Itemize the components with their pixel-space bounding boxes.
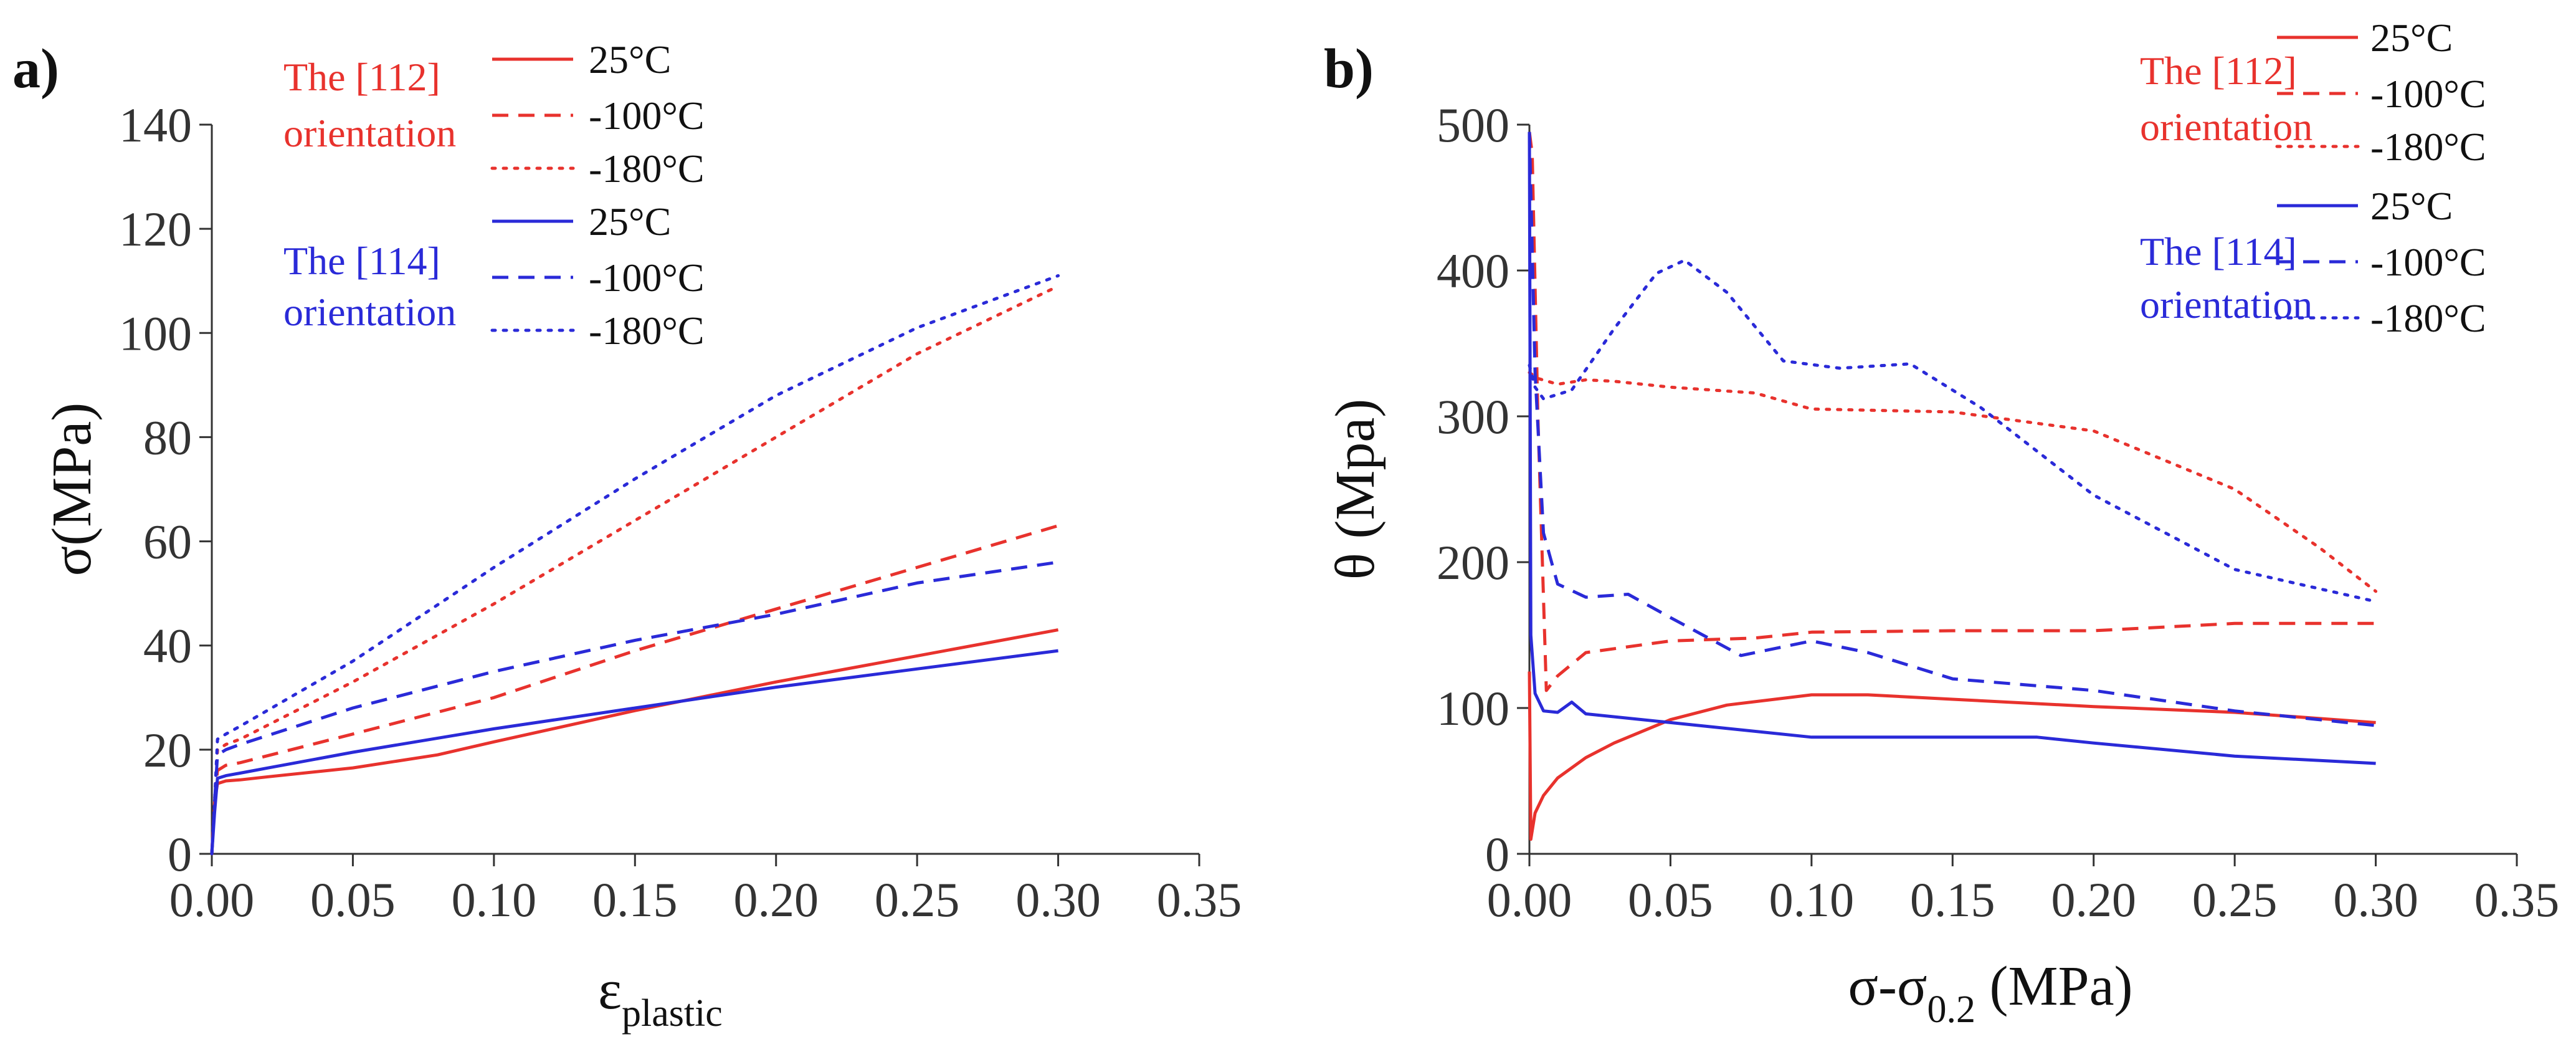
panel-b-legend: The [112] orientation The [114] orientat… [2140, 16, 2486, 340]
panel-a-legend: The [112] orientation The [114] orientat… [283, 37, 705, 353]
panel-a-legend-entry-label: -180°C [589, 309, 705, 353]
panel-a-x-tick-label: 0.30 [1015, 873, 1101, 927]
panel-a-y-tick-label: 100 [119, 306, 192, 360]
panel-b-y-tick-label: 400 [1437, 244, 1509, 298]
panel-b-x-axis-title: σ-σ0.2 (MPa) [1848, 955, 2133, 1031]
panel-a: a) 0.00 0.05 0.10 0.15 0.20 0.25 0.30 0.35 0 20 40… [12, 37, 1242, 1035]
panel-b-series [1528, 132, 2378, 841]
panel-a-x-tick-label: 0.00 [169, 873, 255, 927]
panel-b-legend-group-112-line2: orientation [2140, 105, 2312, 149]
panel-b-series-5 [1528, 132, 2376, 727]
panel-b-legend-entry-label: -100°C [2370, 72, 2486, 116]
panel-a-y-tick-label: 20 [143, 723, 192, 777]
panel-b-series-4 [1528, 132, 2376, 765]
panel-a-y-tick-label: 40 [143, 619, 192, 673]
panel-b-y-axis-title: θ (Mpa) [1324, 399, 1386, 580]
panel-a-x-tick-label: 0.05 [310, 873, 396, 927]
panel-b-legend-entry-label: -100°C [2370, 240, 2486, 284]
panel-b-legend-group-114-line2: orientation [2140, 282, 2312, 327]
panel-b-legend-group-112-line1: The [112] [2140, 49, 2297, 93]
panel-a-series [210, 274, 1060, 856]
panel-b-label: b) [1324, 38, 1374, 100]
panel-a-series-4 [210, 649, 1058, 854]
panel-a-x-tick-label: 0.10 [452, 873, 537, 927]
panel-a-legend-group-112-line2: orientation [283, 111, 456, 155]
panel-a-legend-group-114-line2: orientation [283, 290, 456, 334]
panel-b-legend-entry-label: 25°C [2370, 184, 2453, 228]
panel-a-x-axis-title: εplastic [598, 959, 723, 1035]
panel-b-x-axis-symbol: σ-σ [1848, 955, 1927, 1017]
panel-b-series-6 [1528, 259, 2378, 603]
panel-b-y-tick-label: 300 [1437, 390, 1509, 444]
panel-b-y-tick-label: 100 [1437, 681, 1509, 735]
panel-a-legend-entry-label: -100°C [589, 93, 705, 138]
panel-b-axes [1528, 125, 2517, 855]
panel-b-series-1 [1528, 671, 2376, 841]
panel-a-legend-entries: 25°C -100°C -180°C 25°C -100°C -180°C [490, 37, 705, 353]
panel-a-y-tick-label: 60 [143, 515, 192, 569]
panel-a-legend-entry-label: 25°C [589, 37, 671, 82]
panel-b: b) 0.00 0.05 0.10 0.15 0.20 0.25 0.30 0.35 0 100 2… [1324, 16, 2559, 1031]
panel-b-x-tick-label: 0.15 [1910, 873, 1995, 927]
panel-a-x-axis-subscript: plastic [622, 992, 723, 1035]
panel-a-legend-group-112-line1: The [112] [283, 55, 440, 99]
panel-b-y-tick-label: 200 [1437, 535, 1509, 590]
panel-a-x-axis-symbol: ε [598, 959, 622, 1021]
panel-a-label: a) [12, 38, 59, 100]
panel-a-x-tick-label: 0.15 [592, 873, 678, 927]
panel-a-x-tick-label: 0.35 [1157, 873, 1242, 927]
panel-a-legend-entry-label: -180°C [589, 146, 705, 191]
panel-a-y-tick-label: 140 [119, 98, 192, 152]
panel-a-legend-entry-label: 25°C [589, 199, 671, 244]
panel-b-y-tick-label: 0 [1485, 827, 1509, 881]
panel-b-x-tick-label: 0.30 [2333, 873, 2418, 927]
panel-a-ticks: 0.00 0.05 0.10 0.15 0.20 0.25 0.30 0.35 0 20 40 60 8… [119, 98, 1242, 927]
panel-b-legend-entry-label: -180°C [2370, 125, 2486, 169]
panel-a-legend-entry-label: -100°C [589, 256, 705, 300]
panel-a-series-3 [210, 284, 1060, 856]
panel-b-legend-entry-label: 25°C [2370, 16, 2453, 60]
panel-b-legend-entries: 25°C -100°C -180°C 25°C -100°C -180°C [2275, 16, 2486, 340]
panel-b-x-tick-label: 0.05 [1628, 873, 1713, 927]
panel-a-y-tick-label: 0 [168, 827, 192, 881]
panel-a-series-5 [210, 560, 1058, 854]
panel-a-y-tick-label: 80 [143, 410, 192, 464]
panel-b-x-tick-label: 0.25 [2192, 873, 2278, 927]
panel-a-legend-group-114-line1: The [114] [283, 239, 440, 283]
panel-a-x-tick-label: 0.20 [733, 873, 819, 927]
panel-a-y-tick-label: 120 [119, 202, 192, 256]
panel-a-x-tick-label: 0.25 [875, 873, 960, 927]
panel-b-legend-entry-label: -180°C [2370, 296, 2486, 340]
panel-b-x-axis-unit: (MPa) [1975, 955, 2132, 1017]
panel-b-x-tick-label: 0.10 [1769, 873, 1855, 927]
panel-a-series-6 [210, 274, 1060, 856]
panel-a-axes [211, 125, 1199, 855]
panel-a-y-axis-title: σ(MPa) [41, 403, 103, 576]
panel-b-x-tick-label: 0.35 [2474, 873, 2560, 927]
panel-b-x-tick-label: 0.00 [1487, 873, 1572, 927]
panel-b-ticks: 0.00 0.05 0.10 0.15 0.20 0.25 0.30 0.35 0 100 200 3… [1437, 98, 2559, 927]
panel-a-series-1 [210, 628, 1059, 854]
panel-b-x-tick-label: 0.20 [2051, 873, 2136, 927]
panel-b-series-3 [1528, 371, 2378, 593]
panel-a-series-2 [210, 524, 1059, 854]
panel-b-legend-group-114-line1: The [114] [2140, 229, 2297, 274]
panel-b-y-tick-label: 500 [1437, 98, 1509, 152]
panel-b-x-axis-subscript: 0.2 [1927, 988, 1976, 1031]
